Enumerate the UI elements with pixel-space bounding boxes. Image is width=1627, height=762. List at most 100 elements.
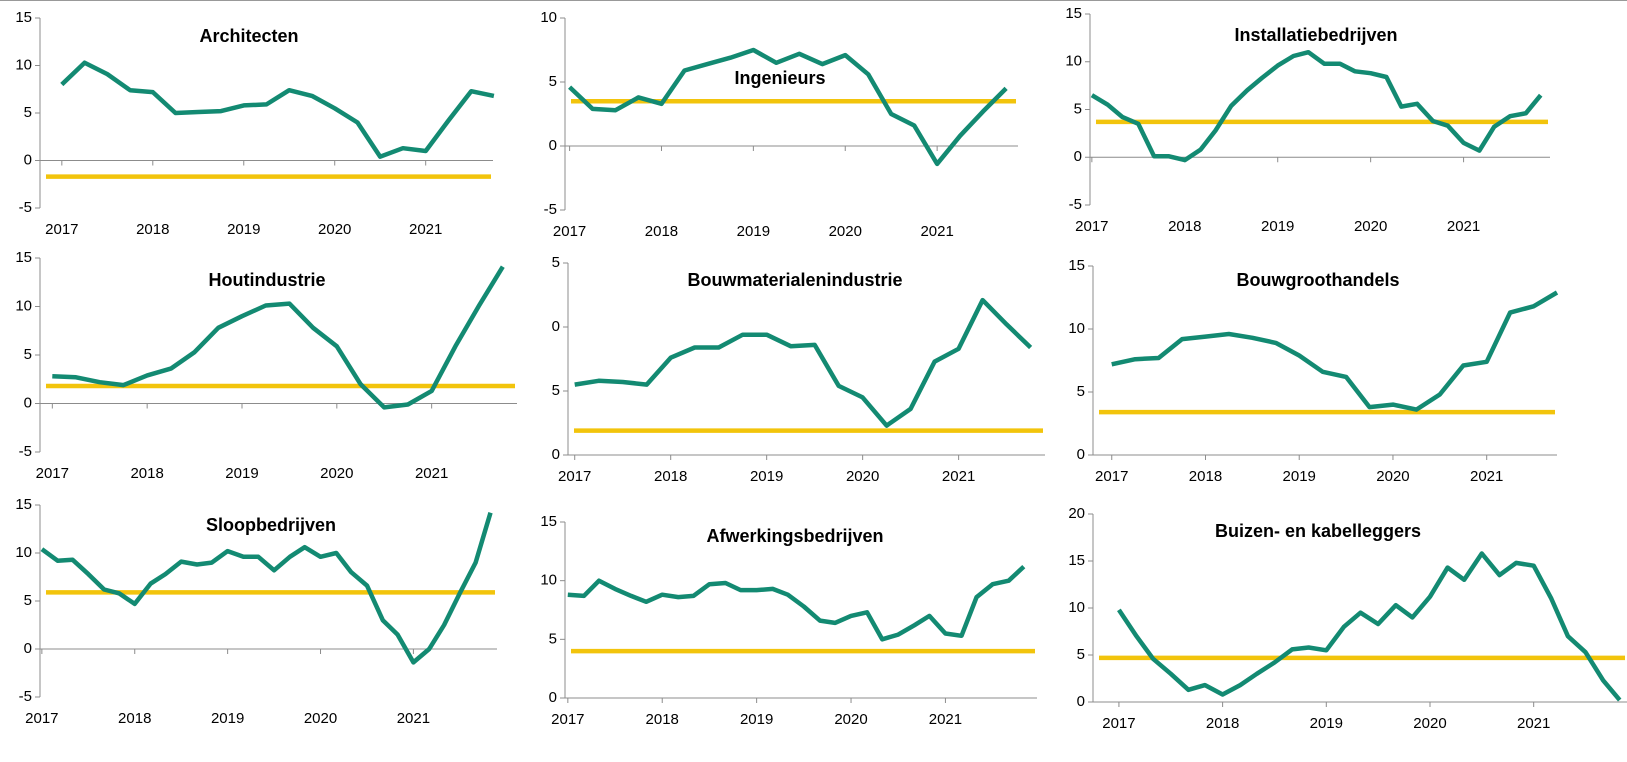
y-tick-label: 0	[549, 137, 557, 154]
chart-title: Afwerkingsbedrijven	[706, 526, 883, 546]
y-tick-label: 0	[1077, 446, 1085, 463]
chart-panel: 0 5 10 15 20 2017 2018 2019 2020 2021 Buizen- en k…	[1068, 505, 1627, 732]
x-tick-label: 2020	[304, 710, 337, 727]
chart-panel: 0 5 10 15 2017 2018 2019 2020 2021 Bouwgroothande…	[1068, 257, 1559, 485]
x-tick-label: 2019	[225, 465, 258, 482]
x-tick-label: 2019	[211, 710, 244, 727]
y-tick-label: 0	[1077, 693, 1085, 710]
data-line	[52, 265, 505, 410]
chart-panel: -5 0 5 10 15 2017 2018 2019 2020 2021 Installatieb…	[1065, 5, 1550, 235]
y-tick-label: 5	[549, 630, 557, 647]
x-tick-label: 2021	[409, 221, 442, 238]
y-tick-label: 5	[24, 592, 32, 609]
y-tick-label: 0	[552, 446, 560, 463]
x-tick-label: 2021	[397, 710, 430, 727]
chart-title: Buizen- en kabelleggers	[1215, 521, 1421, 541]
y-tick-label: 15	[15, 9, 32, 26]
data-line	[60, 60, 495, 159]
chart-title: Ingenieurs	[734, 68, 825, 88]
x-tick-label: 2018	[1206, 715, 1239, 732]
y-tick-label: 10	[15, 544, 32, 561]
x-tick-label: 2020	[320, 465, 353, 482]
y-tick-label: 5	[1077, 383, 1085, 400]
y-tick-label: 10	[15, 297, 32, 314]
x-tick-label: 2020	[1354, 218, 1387, 235]
y-tick-label: 0	[24, 640, 32, 657]
chart-panel: -5 0 5 10 2017 2018 2019 2020 2021 Ingenieurs	[540, 9, 1018, 240]
chart-title: Architecten	[199, 26, 298, 46]
y-tick-label: 5	[552, 382, 560, 399]
y-tick-label: -5	[19, 688, 32, 705]
chart-panel: -5 0 5 10 15 2017 2018 2019 2020 2021 Houtindustri…	[15, 249, 517, 482]
y-tick-label: -5	[19, 199, 32, 216]
y-tick-label: 10	[540, 9, 557, 26]
x-tick-label: 2019	[740, 711, 773, 728]
x-tick-label: 2018	[654, 468, 687, 485]
x-tick-label: 2018	[1189, 468, 1222, 485]
x-tick-label: 2018	[118, 710, 151, 727]
chart-title: Houtindustrie	[209, 270, 326, 290]
x-tick-label: 2017	[1075, 218, 1108, 235]
data-line	[567, 564, 1026, 642]
y-tick-label: 10	[540, 572, 557, 589]
x-tick-label: 2020	[1413, 715, 1446, 732]
x-tick-label: 2021	[929, 711, 962, 728]
y-tick-label: 0	[1074, 148, 1082, 165]
y-tick-label: 0	[24, 394, 32, 411]
data-line	[574, 297, 1033, 428]
data-line	[1117, 551, 1622, 702]
y-tick-label: 5	[1074, 100, 1082, 117]
x-tick-label: 2017	[551, 711, 584, 728]
y-tick-label: 5	[552, 254, 560, 271]
y-tick-label: 15	[15, 496, 32, 513]
x-tick-label: 2020	[1376, 468, 1409, 485]
x-tick-label: 2019	[737, 223, 770, 240]
x-tick-label: 2017	[36, 465, 69, 482]
y-tick-label: -5	[1069, 196, 1082, 213]
x-tick-label: 2017	[25, 710, 58, 727]
y-tick-label: 5	[1077, 646, 1085, 663]
data-line	[1090, 49, 1543, 163]
y-tick-label: 5	[549, 73, 557, 90]
y-tick-label: 0	[24, 151, 32, 168]
chart-panel: -5 0 5 10 15 2017 2018 2019 2020 2021 Sloopbedrijv…	[15, 496, 497, 727]
y-tick-label: 10	[15, 56, 32, 73]
x-tick-label: 2021	[920, 223, 953, 240]
chart-panel: -5 0 5 10 15 2017 2018 2019 2020 2021 Architecten	[15, 9, 495, 238]
chart-title: Bouwmaterialenindustrie	[687, 270, 902, 290]
x-tick-label: 2018	[130, 465, 163, 482]
y-tick-label: 5	[24, 346, 32, 363]
y-tick-label: 15	[1068, 552, 1085, 569]
y-tick-label: -5	[544, 201, 557, 218]
x-tick-label: 2021	[942, 468, 975, 485]
chart-title: Bouwgroothandels	[1237, 270, 1400, 290]
x-tick-label: 2017	[558, 468, 591, 485]
x-tick-label: 2019	[1261, 218, 1294, 235]
y-tick-label: 15	[15, 249, 32, 266]
x-tick-label: 2020	[846, 468, 879, 485]
x-tick-label: 2020	[318, 221, 351, 238]
x-tick-label: 2018	[645, 223, 678, 240]
x-tick-label: 2018	[1168, 218, 1201, 235]
x-tick-label: 2017	[1102, 715, 1135, 732]
y-tick-label: 5	[24, 104, 32, 121]
x-tick-label: 2017	[553, 223, 586, 240]
y-tick-label: 0	[549, 689, 557, 706]
x-tick-label: 2017	[1095, 468, 1128, 485]
data-line	[1111, 290, 1559, 412]
y-tick-label: 20	[1068, 505, 1085, 522]
chart-panel: 0 5 0 5 2017 2018 2019 2020 2021 Bouwmaterialenin…	[552, 254, 1045, 485]
x-tick-label: 2021	[1470, 468, 1503, 485]
chart-panel: 0 5 10 15 2017 2018 2019 2020 2021 Afwerkingsbedr…	[540, 513, 1037, 728]
chart-title: Sloopbedrijven	[206, 515, 336, 535]
x-tick-label: 2018	[136, 221, 169, 238]
y-tick-label: 10	[1065, 53, 1082, 70]
x-tick-label: 2018	[646, 711, 679, 728]
x-tick-label: 2021	[1517, 715, 1550, 732]
y-tick-label: 15	[1068, 257, 1085, 274]
chart-title: Installatiebedrijven	[1234, 25, 1397, 45]
y-tick-label: 15	[540, 513, 557, 530]
x-tick-label: 2019	[1283, 468, 1316, 485]
